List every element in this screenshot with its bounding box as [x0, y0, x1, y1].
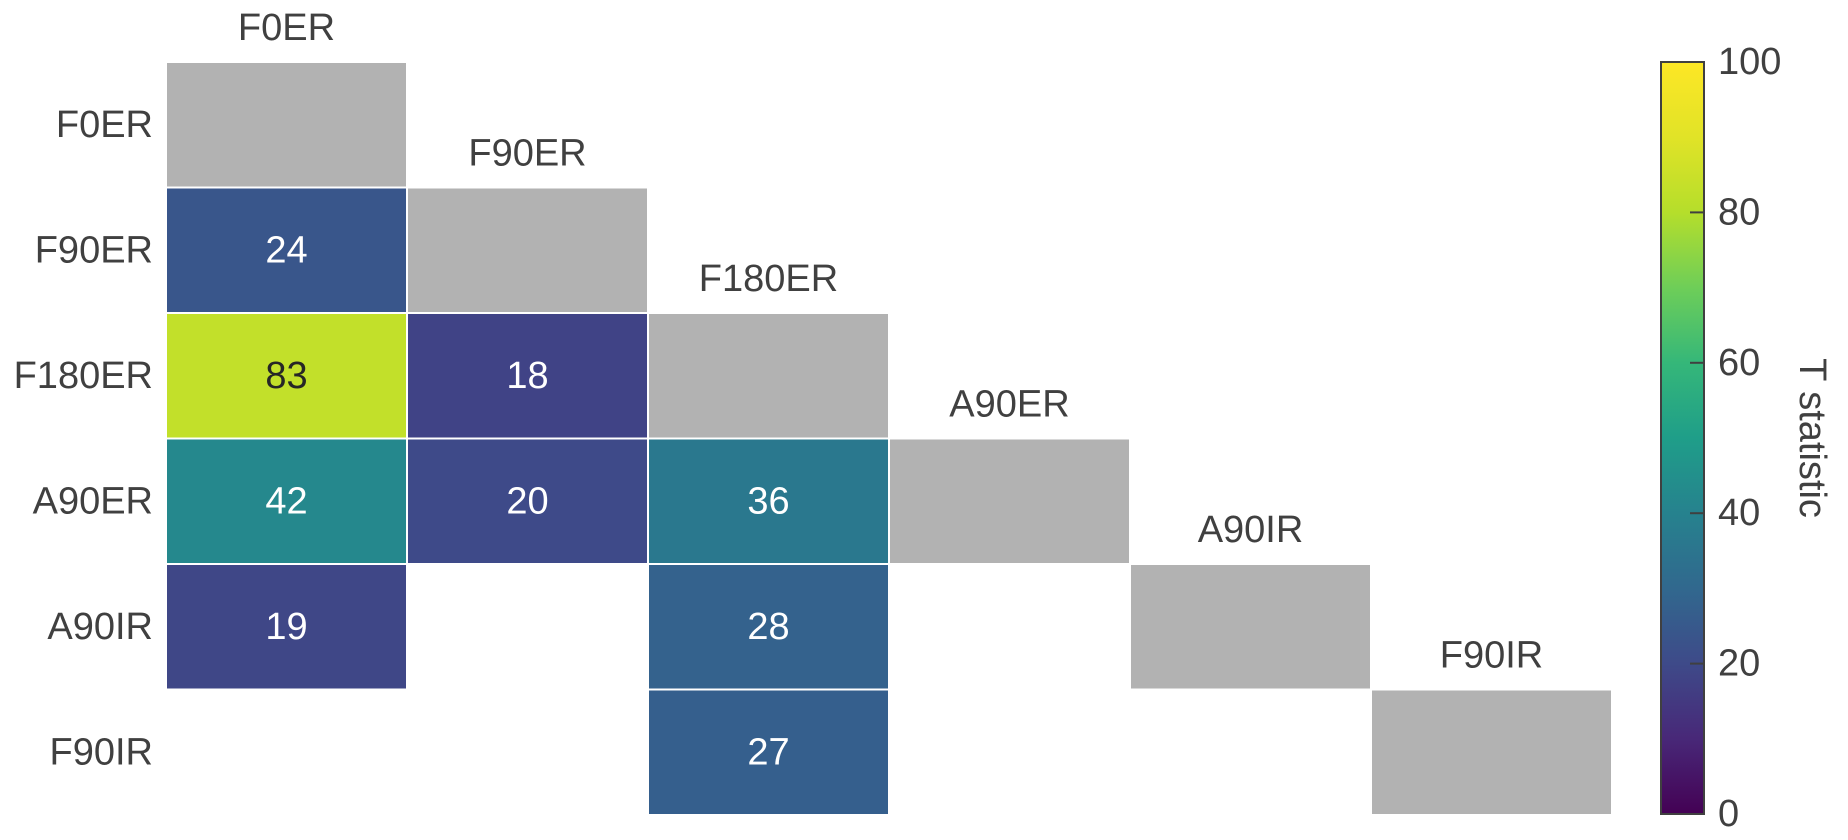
heatmap-cell	[165, 186, 408, 314]
diagonal-cell	[1129, 563, 1372, 691]
heatmap-cells: 24 83 18 42 20 36 19 28 27	[165, 61, 1613, 816]
col-label: F180ER	[699, 258, 838, 300]
heatmap-cell	[165, 437, 408, 565]
heatmap-cell	[647, 437, 890, 565]
colorbar-ticks: 0 20 40 60 80 100	[1690, 41, 1781, 835]
cell-value-label: 27	[747, 731, 789, 773]
cell-value-label: 24	[265, 229, 307, 271]
heatmap-labels: F0ER F90ER F180ER A90ER A90IR F90IR F0ER F90ER F…	[14, 7, 1544, 773]
diagonal-cell	[647, 312, 890, 440]
col-label: A90IR	[1198, 509, 1304, 551]
colorbar-tick-label: 100	[1718, 41, 1781, 83]
heatmap-cell	[406, 312, 649, 440]
col-label: F90IR	[1440, 635, 1543, 677]
diagonal-cell	[165, 61, 408, 189]
cell-value-label: 36	[747, 480, 789, 522]
heatmap-cell	[406, 437, 649, 565]
heatmap-cell	[647, 563, 890, 691]
colorbar: 0 20 40 60 80 100 T statistic	[1660, 41, 1833, 835]
heatmap-cell	[165, 312, 408, 440]
row-label: F0ER	[56, 104, 153, 146]
col-label: A90ER	[949, 384, 1069, 426]
cell-value-label: 28	[747, 606, 789, 648]
cell-value-label: 19	[265, 606, 307, 648]
row-label: F90ER	[35, 229, 153, 271]
heatmap-cell	[165, 563, 408, 691]
cell-value-label: 20	[506, 480, 548, 522]
row-label: A90IR	[47, 606, 153, 648]
row-label: A90ER	[33, 480, 153, 522]
row-label: F180ER	[14, 355, 153, 397]
diagonal-cell	[1370, 688, 1613, 816]
colorbar-tick-label: 60	[1718, 342, 1760, 384]
row-label: F90IR	[50, 731, 153, 773]
diagonal-cell	[888, 437, 1131, 565]
col-label: F90ER	[468, 133, 586, 175]
diagonal-cell	[406, 186, 649, 314]
colorbar-label: T statistic	[1791, 358, 1833, 518]
heatmap-cell	[647, 688, 890, 816]
colorbar-tick-label: 80	[1718, 191, 1760, 233]
col-label: F0ER	[238, 7, 335, 49]
colorbar-tick-label: 0	[1718, 793, 1739, 835]
cell-value-label: 83	[265, 355, 307, 397]
colorbar-tick-label: 20	[1718, 643, 1760, 685]
colorbar-tick-label: 40	[1718, 492, 1760, 534]
colorbar-gradient	[1660, 61, 1705, 815]
cell-value-label: 18	[506, 355, 548, 397]
cell-value-label: 42	[265, 480, 307, 522]
